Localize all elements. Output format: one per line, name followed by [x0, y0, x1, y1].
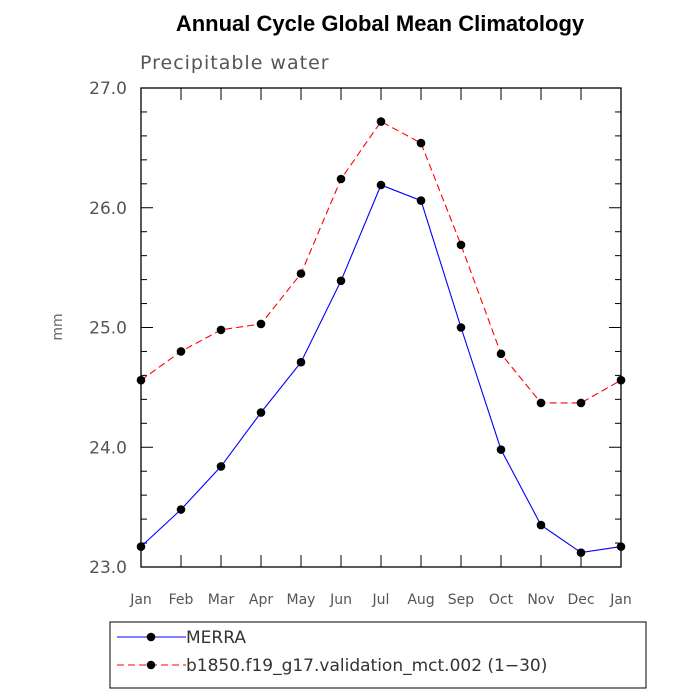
- legend-marker-0: [146, 632, 156, 642]
- y-axis-label: mm: [50, 313, 66, 340]
- y-tick-label: 25.0: [89, 319, 127, 339]
- x-tick-label: May: [287, 592, 316, 608]
- x-tick-label: Nov: [527, 592, 554, 608]
- x-tick-label: Jul: [372, 592, 390, 608]
- x-tick-label: Dec: [567, 592, 594, 608]
- legend-label-0: MERRA: [186, 628, 246, 648]
- series-1-point-12: [616, 375, 626, 385]
- x-tick-label: Aug: [407, 592, 434, 608]
- series-1-point-10: [536, 398, 546, 408]
- series-1-point-5: [336, 174, 346, 184]
- x-tick-label: Mar: [208, 592, 235, 608]
- series-1-point-2: [216, 325, 226, 335]
- series-0-point-6: [376, 180, 386, 190]
- series-0-point-4: [296, 357, 306, 367]
- series-1-point-11: [576, 398, 586, 408]
- x-tick-label: Jun: [329, 592, 352, 608]
- series-line-1: [140, 120, 622, 404]
- chart-title: Annual Cycle Global Mean Climatology: [176, 11, 585, 36]
- series-0-point-2: [216, 462, 226, 471]
- x-tick-label: Jan: [609, 592, 632, 608]
- series-0-point-9: [496, 445, 506, 454]
- chart-subtitle: Precipitable water: [140, 52, 330, 74]
- series-1-point-6: [376, 117, 386, 126]
- legend-box: [109, 621, 647, 689]
- series-0-point-10: [536, 520, 546, 530]
- y-tick-label: 23.0: [89, 558, 127, 578]
- series-0-point-7: [416, 196, 426, 205]
- series-0-point-0: [136, 542, 146, 551]
- series-1-point-7: [416, 138, 426, 148]
- series-1-point-8: [456, 240, 466, 250]
- series-0-point-12: [616, 542, 626, 551]
- y-tick-label: 26.0: [89, 199, 127, 219]
- x-tick-label: Jan: [129, 592, 152, 608]
- axes: 23.0 24.0 25.0 26.0 27.0 Jan Feb Mar Apr May Jun Ju…: [89, 79, 632, 608]
- series-1-point-9: [496, 349, 506, 359]
- series-1-point-3: [256, 319, 266, 329]
- y-tick-label: 24.0: [89, 438, 127, 458]
- x-tick-label: Apr: [249, 592, 273, 608]
- series-0-point-8: [456, 323, 466, 332]
- x-tick-label: Sep: [448, 592, 475, 608]
- series-0-point-5: [336, 276, 346, 286]
- y-tick-label: 27.0: [89, 79, 127, 99]
- legend-marker-1: [146, 660, 156, 670]
- legend: MERRA b1850.f19_g17.validation_mct.002 (1…: [109, 621, 647, 689]
- series-layer: [136, 117, 626, 557]
- x-tick-label: Feb: [169, 592, 194, 608]
- series-1-point-4: [296, 269, 306, 278]
- series-0-point-3: [256, 408, 266, 417]
- plot-frame: [140, 87, 622, 568]
- series-1-point-0: [136, 375, 146, 385]
- series-line-0: [140, 184, 622, 554]
- series-1-point-1: [176, 347, 186, 356]
- legend-label-1: b1850.f19_g17.validation_mct.002 (1−30): [186, 656, 547, 676]
- x-tick-label: Oct: [489, 592, 514, 608]
- series-0-point-11: [576, 548, 586, 557]
- series-0-point-1: [176, 505, 186, 514]
